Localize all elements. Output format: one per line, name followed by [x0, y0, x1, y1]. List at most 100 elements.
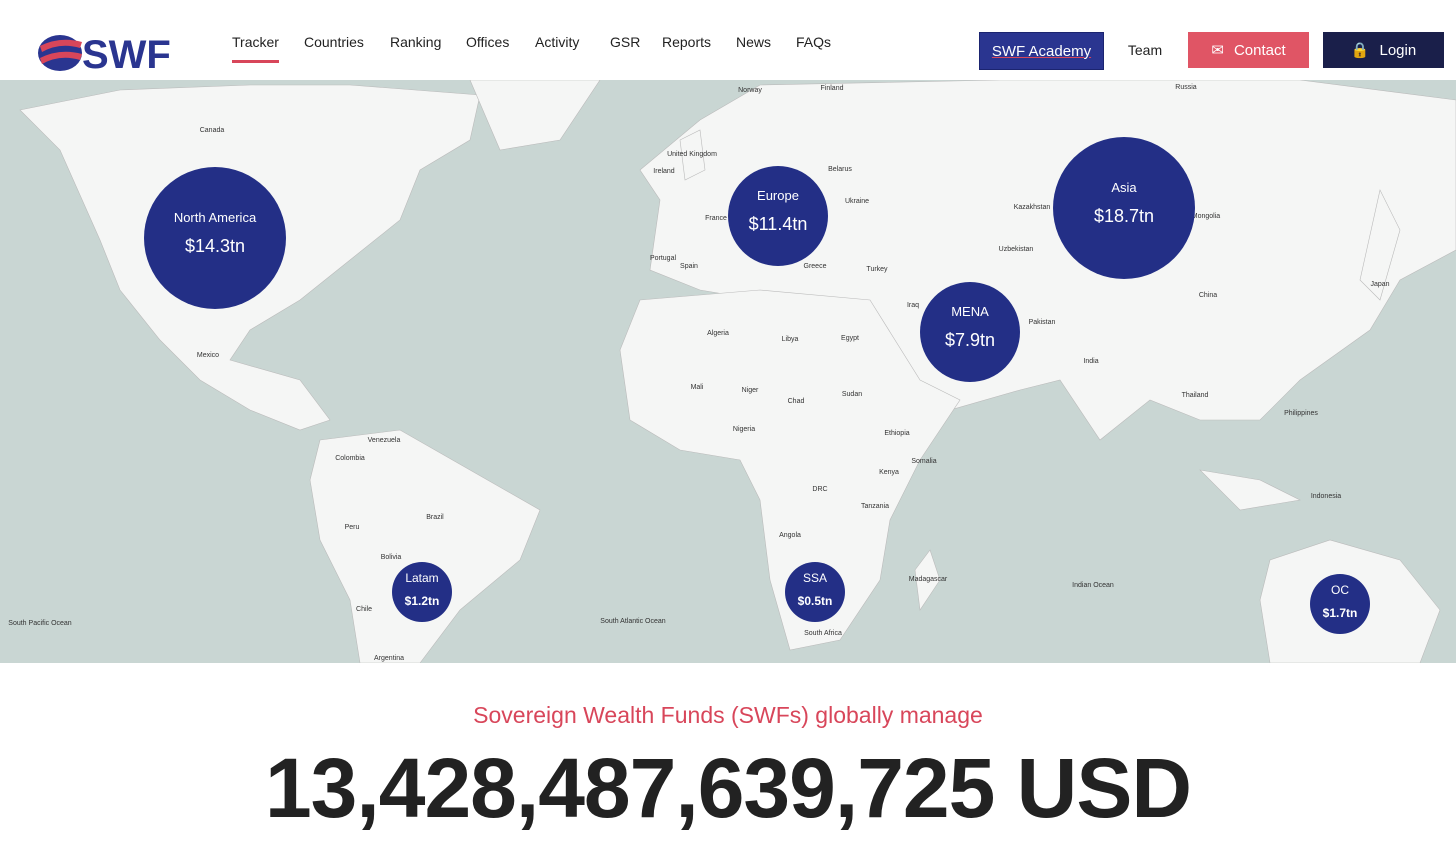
bubble [1053, 137, 1195, 279]
map-label: Egypt [841, 335, 859, 342]
map-label: Belarus [828, 166, 852, 173]
map-label: Japan [1370, 281, 1389, 288]
logo[interactable]: SWF [30, 10, 230, 90]
map-label: Philippines [1284, 410, 1318, 417]
region-name: North America [174, 210, 257, 225]
map-label: Somalia [911, 458, 936, 465]
region-bubble[interactable]: Asia $18.7tn [1053, 137, 1195, 279]
region-bubble[interactable]: OC $1.7tn [1310, 574, 1370, 634]
map-label: Venezuela [368, 437, 401, 444]
region-value: $0.5tn [798, 594, 833, 608]
map-label: United Kingdom [667, 151, 717, 158]
map-label: Sudan [842, 391, 862, 398]
nav-link[interactable]: Countries [304, 34, 364, 50]
region-value: $14.3tn [185, 236, 245, 256]
region-name: MENA [951, 304, 989, 319]
map-label: Colombia [335, 455, 365, 462]
region-value: $11.4tn [749, 214, 808, 234]
map-label: Pakistan [1029, 319, 1056, 326]
bubble [392, 562, 452, 622]
map-label: Kazakhstan [1014, 204, 1051, 211]
region-bubble[interactable]: MENA $7.9tn [920, 282, 1020, 382]
map-label: Ukraine [845, 198, 869, 205]
nav-link[interactable]: Offices [466, 34, 510, 50]
map-label: Portugal [650, 255, 677, 262]
map-label: South Pacific Ocean [8, 620, 72, 627]
map-label: Iraq [907, 302, 919, 309]
nav-link[interactable]: Ranking [390, 34, 442, 50]
map-label: South Atlantic Ocean [600, 618, 665, 625]
map-label: France [705, 215, 727, 222]
total-aum: 13,428,487,639,725 USD [264, 741, 1192, 835]
region-value: $18.7tn [1094, 206, 1154, 226]
map-label: DRC [812, 486, 827, 493]
map-label: Bolivia [381, 554, 402, 561]
login-text: Login [1379, 41, 1417, 59]
map-label: Canada [200, 127, 225, 134]
map-label: Norway [738, 87, 762, 94]
map-label: Nigeria [733, 426, 755, 433]
map-label: Uzbekistan [999, 246, 1034, 253]
logo-text: SWF [82, 33, 171, 77]
region-name: OC [1331, 583, 1349, 597]
map-label: Finland [821, 85, 844, 92]
map-label: Libya [782, 336, 799, 343]
region-bubble[interactable]: Europe $11.4tn [728, 166, 828, 266]
map-label: Chad [788, 398, 805, 405]
map-label: Russia [1175, 84, 1197, 91]
map-label: China [1199, 292, 1217, 299]
bubble [920, 282, 1020, 382]
map-label: Argentina [374, 655, 404, 662]
icon: 🔒 [1350, 42, 1370, 59]
map-label: South Africa [804, 630, 842, 637]
map-label: India [1083, 358, 1098, 365]
region-name: SSA [803, 571, 827, 585]
map-label: Turkey [866, 266, 888, 273]
subtitle: Sovereign Wealth Funds (SWFs) globally m… [473, 702, 983, 728]
region-bubble[interactable]: North America $14.3tn [144, 167, 286, 309]
region-value: $1.2tn [405, 594, 440, 608]
contact-text: Contact [1233, 41, 1286, 59]
contact-button[interactable]: ✉ Contact [1188, 32, 1309, 68]
team-link[interactable]: Team [1127, 42, 1163, 58]
map-label: Niger [742, 387, 759, 394]
region-bubble[interactable]: Latam $1.2tn [392, 562, 452, 622]
map-label: Ethiopia [884, 430, 909, 437]
map-label: Greece [804, 263, 827, 270]
academy-button[interactable]: SWF Academy [979, 32, 1104, 70]
map-label: Chile [356, 606, 372, 613]
map-label: Angola [779, 532, 801, 539]
nav-link[interactable]: GSR [610, 34, 641, 50]
nav-link[interactable]: News [736, 34, 772, 50]
logo-swirl [40, 39, 82, 64]
nav-link[interactable]: Reports [662, 34, 712, 50]
nav-link[interactable]: Activity [535, 34, 580, 50]
map-label: Indian Ocean [1072, 582, 1114, 589]
map-label: Ireland [653, 168, 675, 175]
map[interactable]: Canada Russia Norway Finland Ireland United K… [0, 80, 1456, 663]
region-value: $7.9tn [945, 330, 995, 350]
bubble [1310, 574, 1370, 634]
region-name: Latam [405, 571, 438, 585]
map-label: Mongolia [1192, 213, 1221, 220]
map-label: Thailand [1182, 392, 1209, 399]
region-value: $1.7tn [1323, 606, 1358, 620]
bubble [785, 562, 845, 622]
map-label: Mali [691, 384, 704, 391]
region-bubble[interactable]: SSA $0.5tn [785, 562, 845, 622]
bubble [144, 167, 286, 309]
bubble [728, 166, 828, 266]
login-button[interactable]: 🔒 Login [1323, 32, 1444, 68]
map-label: Tanzania [861, 503, 889, 510]
region-name: Europe [757, 188, 799, 203]
map-label: Mexico [197, 352, 219, 359]
nav-link[interactable]: FAQs [796, 34, 832, 50]
map-label: Algeria [707, 330, 729, 337]
region-name: Asia [1111, 180, 1137, 195]
map-label: Peru [345, 524, 360, 531]
map-label: Brazil [426, 514, 444, 521]
map-label: Kenya [879, 469, 899, 476]
map-label: Madagascar [909, 576, 948, 583]
nav-link[interactable]: Tracker [232, 34, 279, 63]
